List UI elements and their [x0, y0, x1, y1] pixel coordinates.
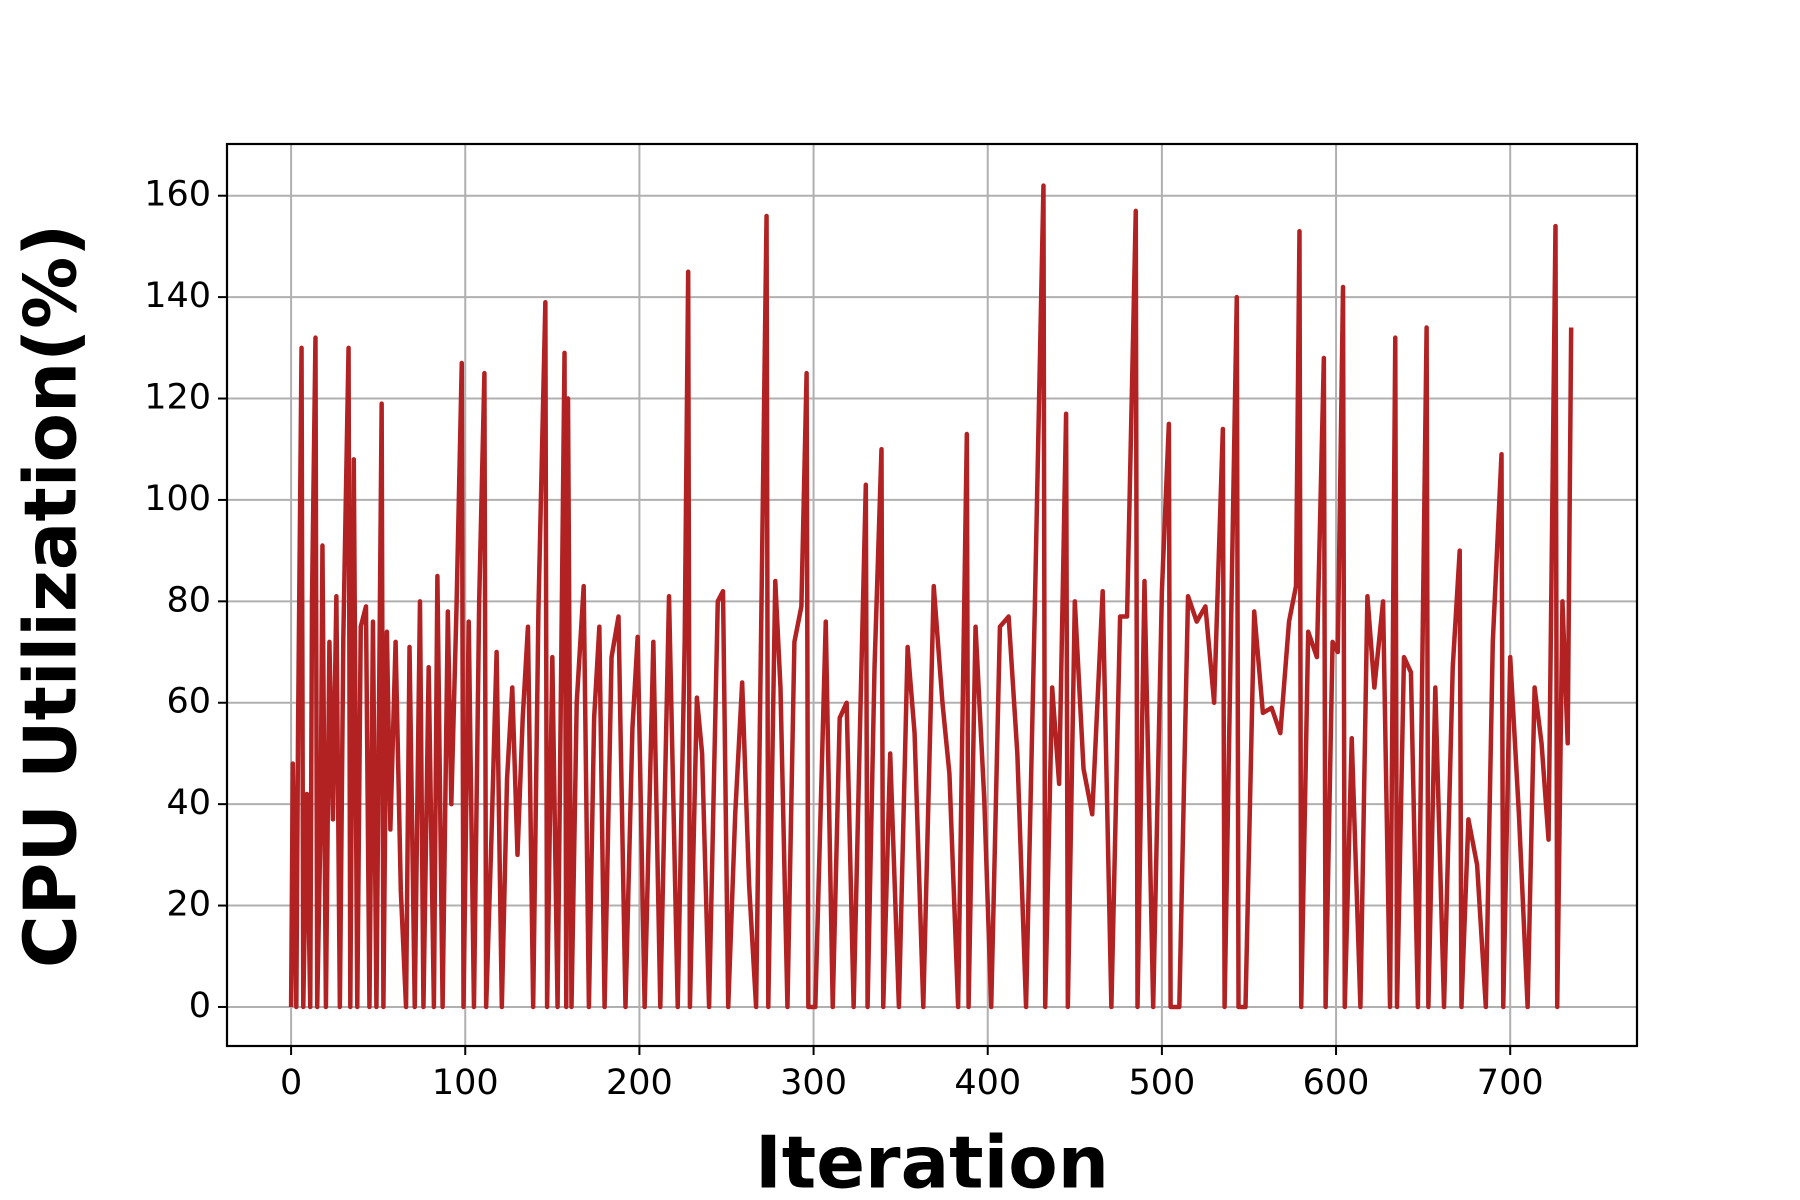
- x-tick-label: 600: [1303, 1063, 1370, 1103]
- y-tick-label: 40: [166, 783, 211, 823]
- x-tick-label: 200: [606, 1063, 673, 1103]
- x-tick-label: 500: [1128, 1063, 1195, 1103]
- x-tick-label: 100: [432, 1063, 499, 1103]
- plot-frame: [225, 142, 1639, 1048]
- data-line: [288, 183, 1574, 1010]
- y-tick-label: 160: [144, 175, 211, 215]
- y-tick-label: 80: [166, 580, 211, 620]
- y-tick-label: 60: [166, 682, 211, 722]
- y-tick-label: 20: [166, 885, 211, 925]
- x-tick-label: 0: [280, 1063, 302, 1103]
- y-tick-label: 140: [144, 276, 211, 316]
- y-tick-label: 120: [144, 378, 211, 418]
- x-tick-label: 700: [1477, 1063, 1544, 1103]
- y-tick-label: 0: [189, 986, 211, 1026]
- x-tick-label: 400: [954, 1063, 1021, 1103]
- y-axis-label: CPU Utilization(%): [9, 224, 93, 968]
- x-axis-label: Iteration: [755, 1121, 1109, 1200]
- x-tick-label: 300: [780, 1063, 847, 1103]
- y-tick-label: 100: [144, 479, 211, 519]
